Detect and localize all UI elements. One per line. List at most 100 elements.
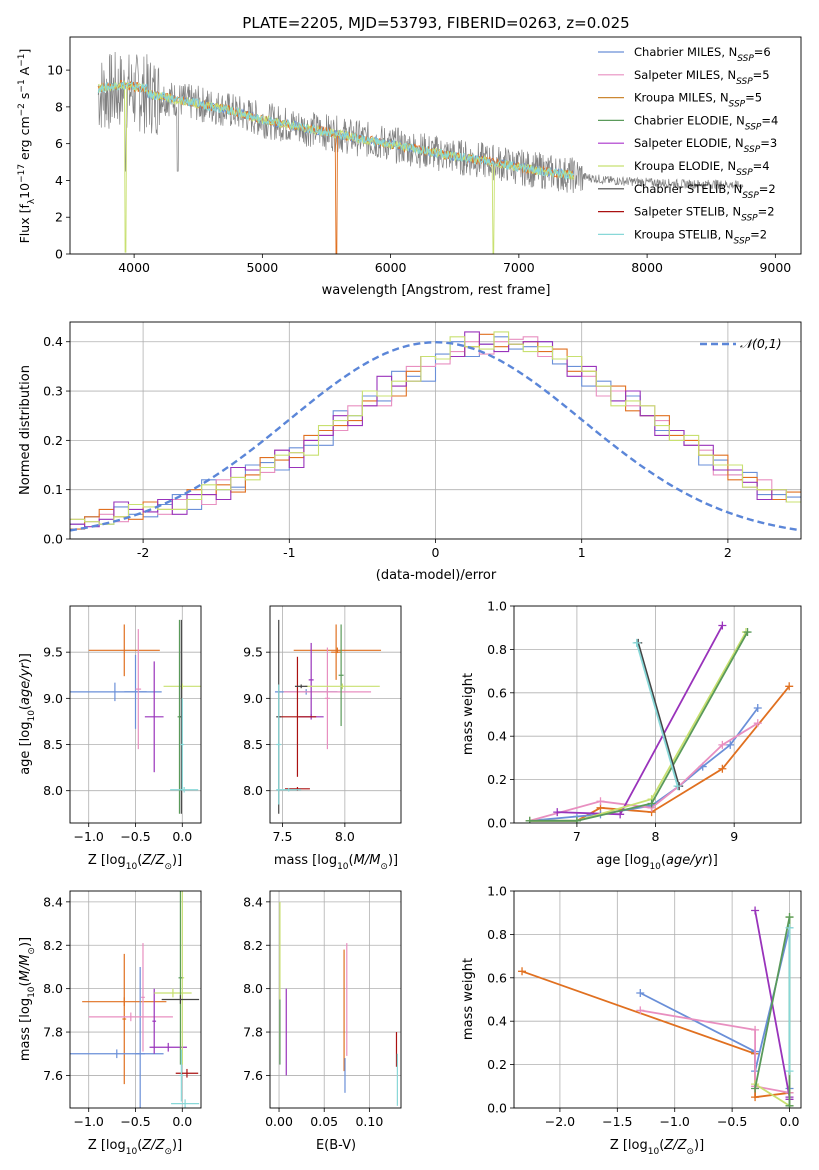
y-tick-label: 8.0 [43, 783, 63, 798]
plus-marker [751, 1025, 760, 1034]
x-tick-label: -2 [137, 545, 149, 560]
plus-marker [751, 1084, 760, 1093]
x-tick-label: 5000 [246, 260, 278, 275]
x-axis-label: Z [log10(Z/Z⊙)] [88, 1138, 182, 1157]
x-axis-label: (data-model)/error [376, 568, 497, 583]
y-tick-label: 0.1 [43, 482, 63, 497]
y-tick-label: 0.0 [487, 816, 507, 831]
x-tick-label: 8 [652, 829, 660, 844]
plus-marker [596, 797, 605, 806]
residuals-plot-area [70, 322, 801, 539]
axes-frame [69, 321, 802, 540]
age-mass-plot-area [270, 606, 401, 823]
legend-entry: Salpeter ELODIE, NSSP=3 [634, 136, 777, 155]
plus-marker [785, 913, 794, 922]
series-line [640, 1009, 790, 1094]
x-tick-label: 0.10 [355, 1114, 383, 1129]
y-axis-label: mass [log10(M/M⊙)] [18, 937, 37, 1061]
y-tick-label: 0 [55, 247, 63, 262]
plus-marker [553, 808, 562, 817]
age-z-plot-area [70, 606, 201, 823]
plus-marker [636, 1006, 645, 1015]
y-tick-label: 0.4 [43, 334, 63, 349]
plus-marker [518, 967, 527, 976]
y-tick-label: 1.0 [487, 599, 507, 614]
x-tick-label: 8000 [631, 260, 663, 275]
x-tick-label: 8.0 [335, 829, 355, 844]
legend-entry: Salpeter MILES, NSSP=5 [634, 68, 770, 87]
plus-marker [632, 638, 641, 647]
axes-frame [513, 605, 802, 824]
y-axis-label: Flux [fλ10−17 erg cm−2 s−1 A−1] [17, 49, 37, 244]
plus-marker [785, 1067, 794, 1076]
plus-marker [753, 719, 762, 728]
series-line [529, 707, 759, 822]
series-line [635, 642, 679, 787]
x-axis-label: Z [log10(Z/Z⊙)] [610, 1138, 704, 1157]
y-tick-label: 8.0 [243, 981, 263, 996]
chart-panels: 4000 5000 6000 7000 8000 90000246810Chabrier … [17, 36, 802, 1157]
y-axis-label: Normed distribution [18, 365, 33, 495]
legend-entry: 𝒩(0,1) [740, 336, 782, 351]
plus-marker [718, 740, 727, 749]
x-tick-label: 2 [724, 545, 732, 560]
axes-frame [269, 605, 402, 824]
y-tick-label: 8.4 [243, 894, 263, 909]
mass-ebv-axes: 0.00 0.05 0.10 7.6 7.8 8.0 8.2 8.4 E(B-V) [243, 890, 402, 1153]
x-axis-label: mass [log10(M/M⊙)] [274, 853, 398, 872]
legend-entry: Kroupa MILES, NSSP=5 [634, 91, 762, 110]
y-tick-label: 0.6 [487, 685, 507, 700]
x-tick-label: −1.0 [74, 1114, 104, 1129]
y-tick-label: 9.5 [43, 645, 63, 660]
series-line [637, 642, 680, 787]
x-tick-label: 0.0 [172, 829, 192, 844]
y-tick-label: 8.0 [243, 783, 263, 798]
x-tick-label: −2.0 [545, 1114, 575, 1129]
y-tick-label: 8.5 [43, 737, 63, 752]
series-line [754, 916, 791, 1106]
model-spectrum-line [97, 81, 574, 181]
y-tick-label: 8.4 [43, 894, 63, 909]
y-axis-label: mass weight [461, 673, 476, 755]
y-axis-label: age [log10(age/yr)] [18, 653, 37, 775]
mass-z-plot-area [70, 891, 201, 1108]
x-tick-label: 9000 [759, 260, 791, 275]
series-line [521, 970, 790, 1099]
y-tick-label: 7.6 [43, 1068, 63, 1083]
axes-frame [69, 605, 202, 824]
mw-age-axes: 7 8 9 0.0 0.2 0.4 0.6 0.8 1.0 age [log10(age/yr)]… [461, 599, 802, 872]
histogram-step-line [70, 331, 801, 525]
y-tick-label: 7.6 [243, 1068, 263, 1083]
y-tick-label: 9.5 [243, 645, 263, 660]
x-tick-label: −1.0 [74, 829, 104, 844]
axes-frame [513, 890, 802, 1109]
plus-marker [572, 816, 581, 823]
plus-marker [718, 621, 727, 630]
y-tick-label: 6 [55, 136, 63, 151]
legend-entry: Chabrier MILES, NSSP=6 [634, 45, 771, 64]
y-tick-label: 8 [55, 99, 63, 114]
y-tick-label: 8.2 [243, 938, 263, 953]
x-tick-label: 4000 [118, 260, 150, 275]
plus-marker [751, 1093, 760, 1102]
plus-marker [785, 682, 794, 691]
mass-z-axes: −1.0 −0.5 0.0 7.6 7.8 8.0 8.2 8.4 Z [log10(Z/Z⊙)… [18, 890, 202, 1157]
plus-marker [525, 816, 534, 823]
legend-entry: Kroupa STELIB, NSSP=2 [634, 227, 767, 246]
series-line [529, 631, 749, 822]
x-axis-label: Z [log10(Z/Z⊙)] [88, 853, 182, 872]
legend-entry: Chabrier STELIB, NSSP=2 [634, 182, 776, 201]
age-z-axes: −1.0 −0.5 0.0 8.0 8.5 9.0 9.5 Z [log10(Z/Z⊙)] ag… [18, 605, 202, 872]
y-tick-label: 4 [55, 173, 63, 188]
x-tick-label: 7.5 [273, 829, 293, 844]
y-tick-label: 0.8 [487, 642, 507, 657]
spectrum-plot-area [97, 51, 744, 254]
x-tick-label: 0.00 [265, 1114, 293, 1129]
x-tick-label: 6000 [375, 260, 407, 275]
series-line [529, 722, 759, 822]
x-axis-label: E(B-V) [316, 1138, 356, 1153]
y-tick-label: 0.6 [487, 970, 507, 985]
y-tick-label: 0.0 [43, 532, 63, 547]
y-tick-label: 9.0 [43, 691, 63, 706]
